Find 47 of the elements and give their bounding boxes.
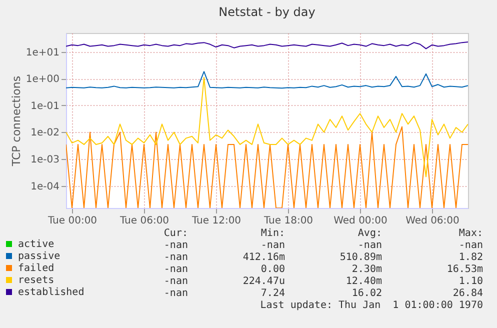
text: 1.82 <box>458 252 483 264</box>
legend-label: resets <box>18 275 54 286</box>
y-tick-label: 1e-02 <box>30 128 60 139</box>
text: -nan <box>164 240 188 252</box>
y-tick-label: 1e+00 <box>26 74 60 86</box>
text: -nan <box>164 288 188 300</box>
text: Avg: <box>358 228 382 240</box>
chart-title: Netstat - by day <box>218 5 316 19</box>
line-series <box>66 71 468 89</box>
y-tick-label: 1e-01 <box>30 100 60 112</box>
x-tick-label: Tue 06:00 <box>118 216 170 226</box>
text: 510.89m <box>340 252 382 264</box>
text: 1.10 <box>458 276 483 288</box>
text: 12.40m <box>346 276 382 288</box>
x-tick-label: Wed 00:00 <box>334 216 388 226</box>
legend-label: established <box>18 287 84 298</box>
y-axis-title: TCP connections <box>10 76 23 168</box>
y-tick-label: 1e-03 <box>30 154 60 166</box>
text: -nan <box>458 240 483 252</box>
legend-label: active <box>18 239 54 250</box>
text: 224.47u <box>242 276 285 288</box>
legend-label: passive <box>18 251 60 262</box>
x-tick-label: Tue 12:00 <box>190 216 242 226</box>
text: -nan <box>164 252 188 264</box>
text: 412.16m <box>242 252 285 264</box>
y-tick-label: 1e-04 <box>30 181 60 192</box>
legend-label: failed <box>18 263 54 274</box>
text: 7.24 <box>260 288 285 300</box>
text: 2.30m <box>352 264 382 276</box>
text: -nan <box>164 264 188 276</box>
text: Last update: Thu Jan 1 01:00:00 1970 <box>260 300 483 312</box>
text: 16.53m <box>446 264 483 276</box>
x-tick-label: Tue 00:00 <box>46 216 98 226</box>
line-series <box>66 42 468 50</box>
x-tick-label: Tue 18:00 <box>262 216 314 226</box>
text: -nan <box>164 276 188 288</box>
text: Min: <box>260 228 285 240</box>
text: Max: <box>458 228 483 240</box>
x-tick-label: Wed 06:00 <box>406 216 460 226</box>
text: 16.02 <box>352 288 382 300</box>
text: -nan <box>260 240 285 252</box>
text: 0.00 <box>260 264 285 276</box>
y-tick-label: 1e+01 <box>26 47 60 58</box>
text: Cur: <box>164 228 188 240</box>
text: -nan <box>358 240 382 252</box>
line-series <box>66 76 468 178</box>
text: 26.84 <box>452 288 483 300</box>
